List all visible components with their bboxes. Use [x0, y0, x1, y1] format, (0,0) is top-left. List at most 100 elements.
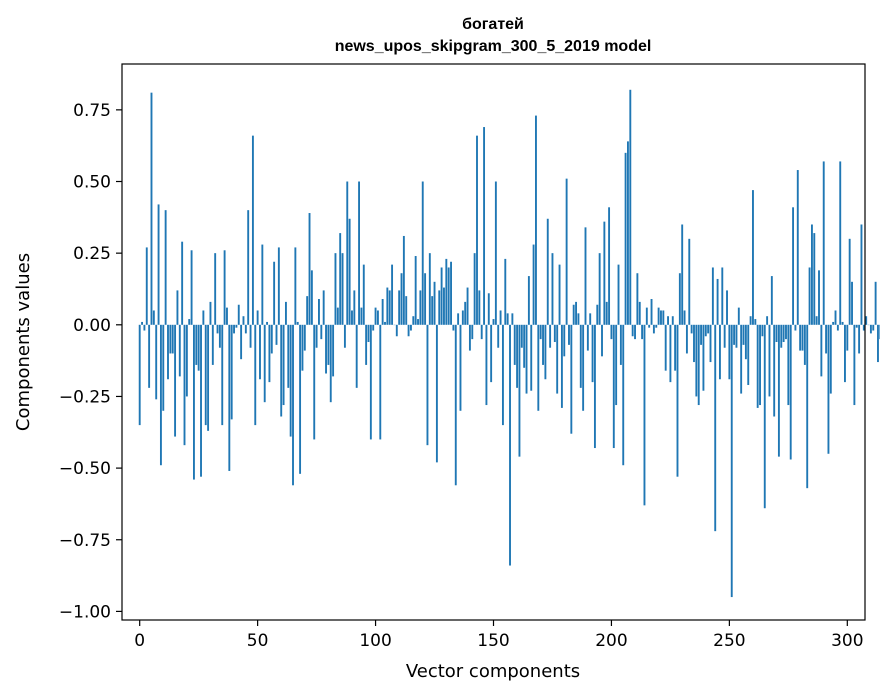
bar-167	[532, 244, 535, 325]
bar-270	[775, 324, 778, 342]
bar-109	[395, 324, 398, 337]
bar-279	[796, 170, 799, 325]
bar-282	[803, 324, 806, 365]
bar-171	[542, 324, 544, 365]
bar-158	[511, 313, 514, 325]
bar-236	[695, 324, 698, 397]
bar-253	[735, 324, 738, 348]
bar-213	[641, 324, 644, 340]
bar-87	[343, 324, 346, 348]
bar-189	[584, 227, 587, 325]
bar-217	[650, 299, 653, 325]
bar-311	[872, 324, 875, 331]
bar-80	[327, 324, 330, 365]
bar-246	[718, 324, 721, 380]
bar-216	[648, 324, 651, 328]
bar-272	[780, 324, 783, 348]
bar-168	[535, 115, 537, 325]
bar-285	[810, 224, 813, 325]
bar-215	[645, 307, 648, 325]
bar-182	[568, 324, 570, 345]
y-axis-label: Components values	[13, 253, 34, 431]
bar-183	[570, 324, 573, 434]
bar-255	[740, 324, 743, 394]
bar-66	[294, 247, 297, 325]
bar-3	[145, 247, 148, 325]
bar-297	[839, 161, 842, 325]
bar-292	[827, 324, 830, 454]
y-tick-label: 0.75	[73, 101, 111, 121]
bar-162	[520, 324, 523, 348]
bar-50	[256, 310, 259, 325]
bar-114	[407, 324, 410, 337]
bar-138	[464, 301, 467, 325]
bar-300	[846, 324, 849, 351]
bar-291	[825, 324, 828, 354]
bar-29	[207, 324, 210, 431]
bar-141	[471, 324, 474, 340]
bar-267	[768, 324, 771, 397]
bar-19	[183, 324, 186, 446]
bar-137	[461, 310, 464, 325]
bar-239	[702, 324, 705, 391]
bar-77	[320, 324, 323, 340]
bar-23	[193, 324, 195, 480]
x-axis-ticks: 0 50 100 150 200 250 300	[134, 620, 864, 651]
bar-271	[777, 324, 780, 457]
bar-113	[405, 296, 408, 325]
bar-93	[358, 181, 360, 325]
bar-166	[530, 324, 533, 391]
bar-148	[487, 293, 490, 325]
bar-170	[539, 324, 542, 340]
y-axis-ticks: −1.00 −0.75 −0.50 −0.25 0.00 0.25 0.50 0.75	[59, 101, 122, 622]
x-tick-label: 0	[134, 631, 145, 651]
bar-140	[468, 324, 471, 351]
chart-title: богатей	[462, 16, 524, 33]
bar-16	[176, 290, 179, 325]
bar-38	[228, 324, 231, 471]
bar-248	[723, 324, 726, 348]
bar-59	[277, 247, 280, 325]
bar-228	[676, 324, 679, 477]
bar-186	[577, 313, 580, 325]
bar-73	[310, 270, 313, 325]
bar-263	[759, 324, 761, 406]
bar-180	[563, 324, 566, 357]
bar-103	[381, 299, 384, 325]
bar-43	[240, 324, 243, 360]
bar-202	[615, 324, 618, 406]
bar-53	[263, 324, 266, 403]
bar-153	[499, 310, 502, 325]
bar-201	[612, 324, 615, 449]
bar-220	[657, 307, 660, 325]
bar-131	[447, 267, 450, 325]
bar-175	[551, 253, 554, 325]
y-tick-label: −0.50	[59, 459, 111, 479]
bar-71	[306, 296, 309, 325]
bar-191	[589, 313, 592, 325]
bar-63	[287, 324, 290, 388]
bar-85	[339, 233, 342, 325]
bar-181	[565, 178, 568, 325]
bar-24	[195, 324, 198, 365]
bar-0	[138, 324, 141, 426]
bar-126	[435, 324, 438, 463]
bar-12	[167, 324, 169, 380]
bar-205	[622, 324, 625, 466]
bar-76	[318, 299, 320, 325]
bar-22	[190, 250, 193, 325]
bar-212	[638, 301, 641, 325]
bar-25	[197, 324, 200, 371]
bar-7	[155, 324, 158, 400]
x-tick-label: 300	[831, 631, 863, 651]
bar-6	[152, 310, 155, 325]
bar-32	[214, 253, 217, 325]
bar-147	[485, 324, 488, 406]
bar-172	[544, 324, 547, 380]
bar-275	[787, 324, 790, 406]
bar-231	[683, 310, 686, 325]
bar-30	[209, 301, 212, 325]
bar-46	[247, 210, 250, 325]
bar-305	[858, 324, 861, 354]
